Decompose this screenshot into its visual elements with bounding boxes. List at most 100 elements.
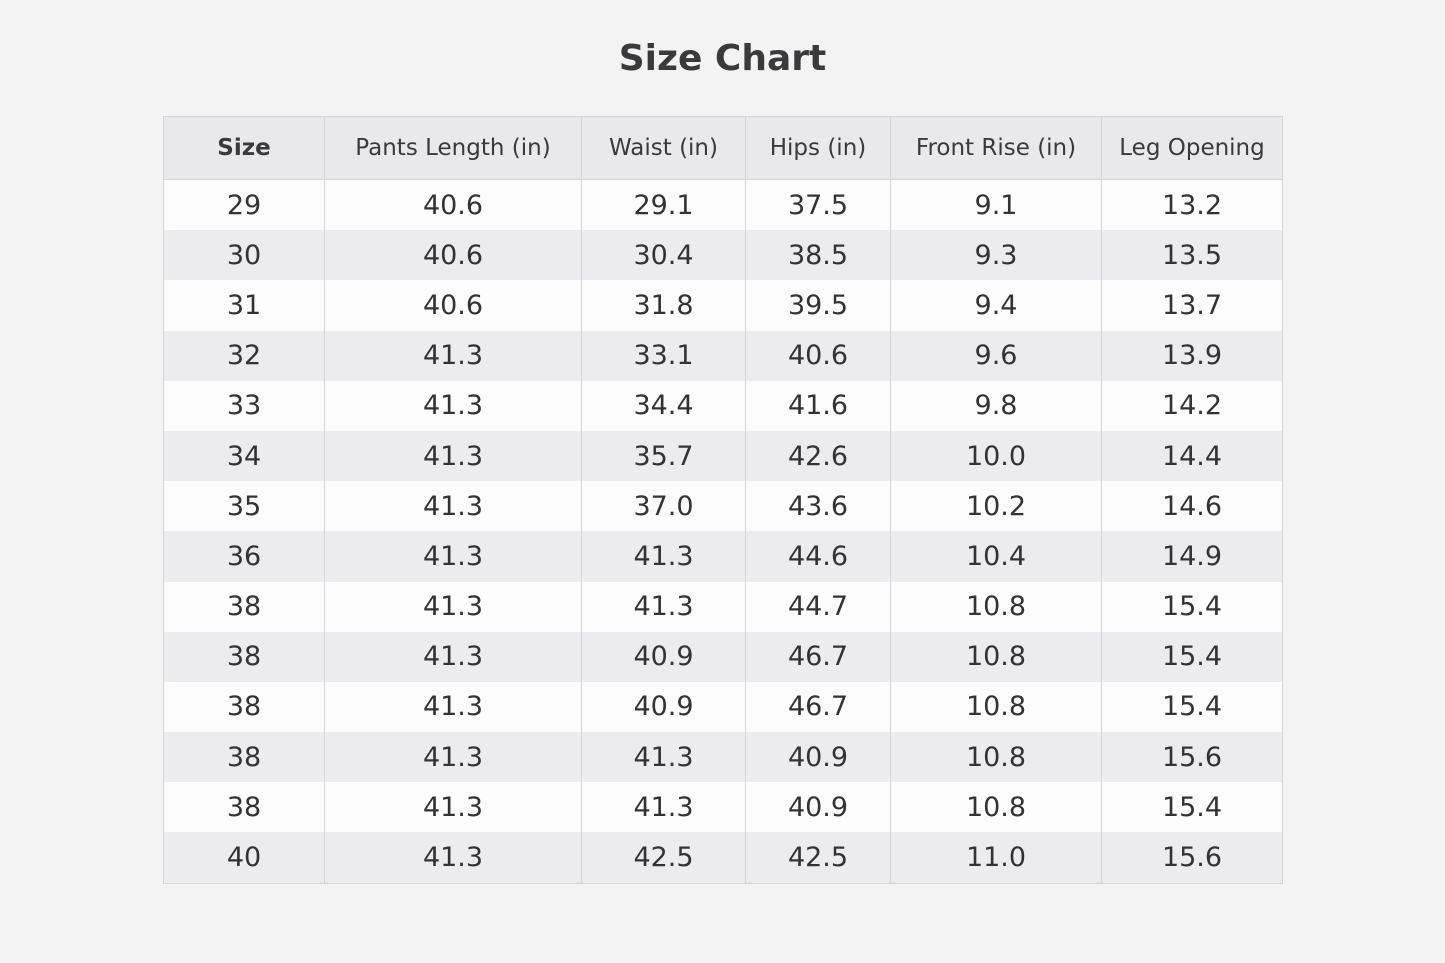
table-cell: 38 [163, 732, 325, 783]
table-row: 33 41.3 34.4 41.6 9.8 14.2 [163, 380, 1283, 431]
table-cell: 13.7 [1101, 280, 1283, 331]
table-cell: 9.3 [890, 230, 1102, 281]
table-row: 38 41.3 41.3 44.7 10.8 15.4 [163, 581, 1283, 632]
column-header: Leg Opening [1101, 116, 1283, 180]
table-row: 35 41.3 37.0 43.6 10.2 14.6 [163, 481, 1283, 532]
table-cell: 15.4 [1101, 581, 1283, 632]
table-cell: 14.2 [1101, 380, 1283, 431]
table-row: 38 41.3 40.9 46.7 10.8 15.4 [163, 631, 1283, 682]
table-row: 40 41.3 42.5 42.5 11.0 15.6 [163, 832, 1283, 884]
table-row: 32 41.3 33.1 40.6 9.6 13.9 [163, 330, 1283, 381]
table-cell: 9.1 [890, 179, 1102, 231]
table-cell: 40.9 [581, 681, 746, 733]
table-cell: 10.8 [890, 581, 1102, 632]
table-cell: 40.6 [324, 179, 582, 231]
table-cell: 38 [163, 782, 325, 833]
table-row: 36 41.3 41.3 44.6 10.4 14.9 [163, 531, 1283, 582]
table-cell: 41.3 [324, 732, 582, 783]
table-body: 29 40.6 29.1 37.5 9.1 13.2 30 40.6 30.4 38.5 9.3 13… [163, 179, 1283, 884]
table-cell: 10.8 [890, 631, 1102, 682]
table-cell: 34 [163, 430, 325, 482]
table-cell: 38 [163, 631, 325, 682]
table-cell: 40.6 [324, 230, 582, 281]
table-cell: 41.3 [324, 430, 582, 482]
table-cell: 33.1 [581, 330, 746, 381]
header-row: Size Pants Length (in) Waist (in) Hips (in)… [163, 116, 1283, 180]
table-cell: 37.5 [745, 179, 891, 231]
table-cell: 40.9 [745, 782, 891, 833]
table-cell: 42.6 [745, 430, 891, 482]
table-cell: 40.6 [324, 280, 582, 331]
table-cell: 36 [163, 531, 325, 582]
table-cell: 41.3 [324, 581, 582, 632]
column-header: Waist (in) [581, 116, 746, 180]
table-row: 31 40.6 31.8 39.5 9.4 13.7 [163, 280, 1283, 331]
table-row: 29 40.6 29.1 37.5 9.1 13.2 [163, 179, 1283, 231]
table-cell: 15.6 [1101, 832, 1283, 884]
table-cell: 31 [163, 280, 325, 331]
table-cell: 9.8 [890, 380, 1102, 431]
table-cell: 38 [163, 581, 325, 632]
column-header: Hips (in) [745, 116, 891, 180]
table-cell: 44.7 [745, 581, 891, 632]
table-cell: 15.6 [1101, 732, 1283, 783]
table-cell: 41.3 [324, 330, 582, 381]
table-cell: 33 [163, 380, 325, 431]
table-cell: 35.7 [581, 430, 746, 482]
table-cell: 30.4 [581, 230, 746, 281]
table-cell: 31.8 [581, 280, 746, 331]
table-cell: 11.0 [890, 832, 1102, 884]
table-cell: 29.1 [581, 179, 746, 231]
table-cell: 41.3 [324, 380, 582, 431]
table-cell: 29 [163, 179, 325, 231]
table-cell: 10.0 [890, 430, 1102, 482]
table-cell: 41.3 [324, 531, 582, 582]
table-cell: 38.5 [745, 230, 891, 281]
table-cell: 41.3 [581, 581, 746, 632]
table-cell: 41.3 [581, 782, 746, 833]
table-cell: 44.6 [745, 531, 891, 582]
table-cell: 37.0 [581, 481, 746, 532]
table-cell: 41.3 [324, 681, 582, 733]
table-cell: 46.7 [745, 681, 891, 733]
table-cell: 32 [163, 330, 325, 381]
size-table: Size Pants Length (in) Waist (in) Hips (in)… [163, 116, 1283, 884]
table-cell: 41.3 [324, 631, 582, 682]
table-cell: 10.4 [890, 531, 1102, 582]
table-cell: 41.3 [581, 732, 746, 783]
table-cell: 43.6 [745, 481, 891, 532]
table-cell: 14.9 [1101, 531, 1283, 582]
table-cell: 30 [163, 230, 325, 281]
table-cell: 9.4 [890, 280, 1102, 331]
table-cell: 41.3 [324, 481, 582, 532]
table-cell: 41.3 [581, 531, 746, 582]
table-row: 38 41.3 41.3 40.9 10.8 15.4 [163, 782, 1283, 833]
table-cell: 40 [163, 832, 325, 884]
table-row: 34 41.3 35.7 42.6 10.0 14.4 [163, 430, 1283, 482]
table-cell: 9.6 [890, 330, 1102, 381]
table-cell: 40.6 [745, 330, 891, 381]
table-cell: 10.8 [890, 782, 1102, 833]
column-header: Pants Length (in) [324, 116, 582, 180]
table-cell: 38 [163, 681, 325, 733]
table-cell: 41.6 [745, 380, 891, 431]
column-header: Front Rise (in) [890, 116, 1102, 180]
table-cell: 13.5 [1101, 230, 1283, 281]
column-header: Size [163, 116, 325, 180]
table-cell: 15.4 [1101, 681, 1283, 733]
table-cell: 41.3 [324, 782, 582, 833]
table-cell: 40.9 [745, 732, 891, 783]
table-cell: 34.4 [581, 380, 746, 431]
table-cell: 10.8 [890, 732, 1102, 783]
table-cell: 39.5 [745, 280, 891, 331]
table-row: 30 40.6 30.4 38.5 9.3 13.5 [163, 230, 1283, 281]
table-cell: 14.4 [1101, 430, 1283, 482]
table-cell: 46.7 [745, 631, 891, 682]
table-cell: 13.9 [1101, 330, 1283, 381]
table-cell: 15.4 [1101, 782, 1283, 833]
table-cell: 35 [163, 481, 325, 532]
table-cell: 14.6 [1101, 481, 1283, 532]
table-cell: 41.3 [324, 832, 582, 884]
table-row: 38 41.3 40.9 46.7 10.8 15.4 [163, 681, 1283, 733]
